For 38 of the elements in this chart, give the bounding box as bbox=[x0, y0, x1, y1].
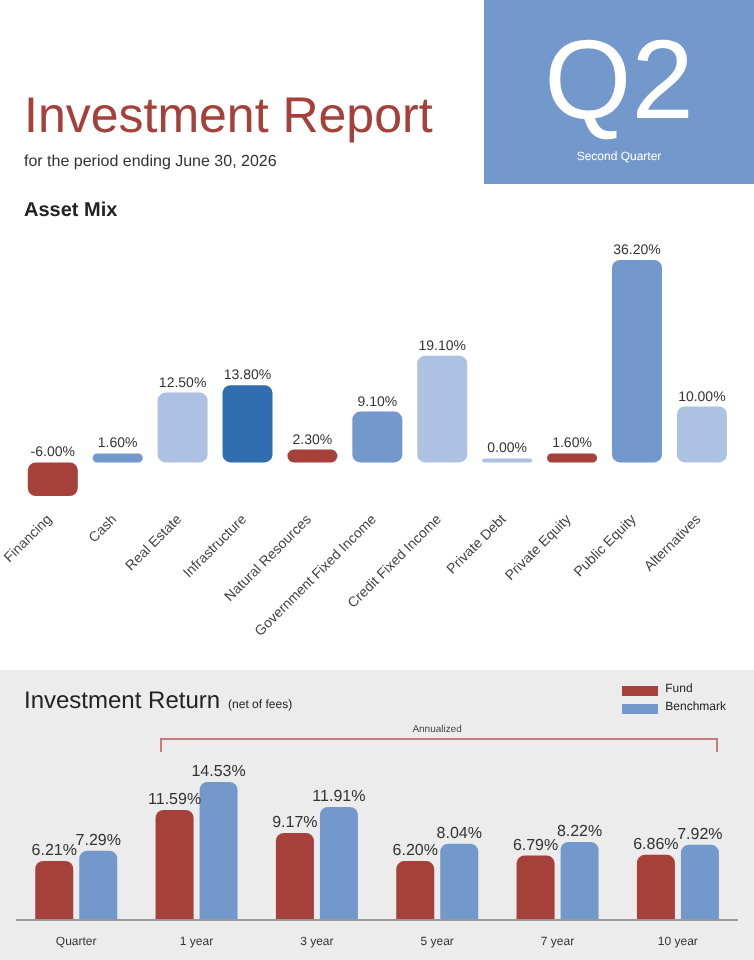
bar bbox=[319, 806, 358, 920]
bar bbox=[275, 832, 314, 920]
chart-title: Investment Return bbox=[24, 686, 221, 714]
data-label: 6.20% bbox=[392, 841, 438, 860]
bar bbox=[199, 782, 238, 920]
text: Q2 bbox=[542, 16, 696, 144]
bar bbox=[92, 453, 143, 463]
data-label: 6.86% bbox=[633, 834, 679, 853]
bar bbox=[516, 855, 555, 920]
data-label: 8.04% bbox=[436, 823, 482, 842]
bar bbox=[35, 861, 74, 920]
bar bbox=[440, 843, 479, 920]
bar bbox=[352, 411, 403, 463]
data-label: 7.92% bbox=[677, 824, 723, 843]
bar bbox=[27, 462, 78, 496]
bar bbox=[157, 392, 208, 463]
bar bbox=[560, 841, 599, 920]
chart-title: Asset Mix bbox=[24, 200, 120, 226]
bar bbox=[79, 850, 118, 920]
data-label: 7.29% bbox=[75, 830, 121, 849]
text: Investment Report bbox=[24, 88, 433, 146]
data-label: 14.53% bbox=[191, 762, 246, 780]
text: for the period ending June 30, 2026 bbox=[24, 152, 277, 170]
bar bbox=[611, 260, 662, 463]
bar bbox=[676, 406, 727, 463]
bar bbox=[155, 809, 194, 920]
bar bbox=[287, 449, 338, 463]
bar bbox=[547, 453, 598, 463]
bar bbox=[636, 854, 675, 920]
bar bbox=[396, 861, 435, 920]
data-label: 6.79% bbox=[512, 835, 559, 854]
data-label: 6.21% bbox=[31, 841, 77, 860]
bar bbox=[417, 355, 468, 463]
bar bbox=[222, 385, 273, 463]
data-label: 8.22% bbox=[556, 821, 603, 840]
bar bbox=[680, 844, 719, 920]
data-label: 11.91% bbox=[312, 786, 366, 805]
data-label: 9.17% bbox=[272, 812, 318, 831]
